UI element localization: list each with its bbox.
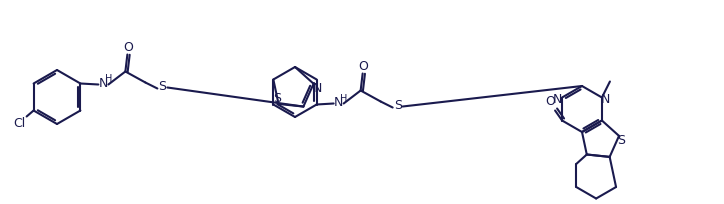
Text: S: S [394,99,402,112]
Text: N: N [334,96,343,109]
Text: H: H [105,74,112,84]
Text: S: S [617,134,625,147]
Text: S: S [159,80,167,93]
Text: S: S [274,92,282,105]
Text: O: O [545,95,555,108]
Text: Cl: Cl [14,117,26,130]
Text: N: N [313,82,322,95]
Text: N: N [98,77,108,90]
Text: N: N [552,93,562,106]
Text: H: H [340,93,348,103]
Text: N: N [601,93,610,106]
Text: O: O [124,41,133,54]
Text: O: O [358,60,369,73]
